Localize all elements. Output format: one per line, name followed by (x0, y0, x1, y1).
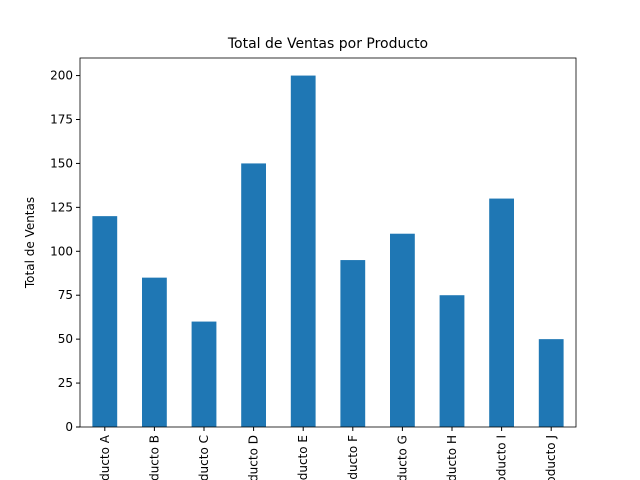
y-tick-label: 0 (65, 420, 73, 434)
y-tick-label: 75 (58, 288, 73, 302)
bar (290, 75, 316, 428)
x-tick-label: Producto J (544, 435, 558, 480)
y-axis-label: Total de Ventas (23, 197, 37, 289)
x-tick-label: Producto D (247, 435, 261, 480)
bar (390, 233, 415, 427)
y-tick-label: 25 (58, 376, 73, 390)
x-tick-label: Producto A (98, 434, 112, 480)
y-tick-label: 100 (50, 244, 73, 258)
bar (489, 198, 514, 427)
bar (538, 339, 564, 427)
y-tick-label: 125 (50, 200, 73, 214)
plot-frame (79, 57, 577, 428)
chart-title: Total de Ventas por Producto (227, 36, 428, 52)
y-tick-label: 50 (58, 332, 73, 346)
y-tick-label: 200 (50, 69, 73, 83)
bar (241, 163, 266, 427)
bar (439, 295, 465, 427)
bar (142, 277, 167, 427)
y-tick-label: 150 (50, 156, 73, 170)
x-tick-label: Producto F (346, 435, 360, 480)
bar (340, 260, 366, 427)
x-tick-label: Producto E (296, 435, 310, 480)
x-tick-label: Producto H (445, 435, 459, 480)
bar (92, 216, 118, 427)
x-tick-label: Producto B (147, 435, 161, 480)
x-tick-label: Producto I (495, 435, 509, 480)
y-tick-label: 175 (50, 113, 73, 127)
bar (191, 321, 217, 427)
x-tick-label: Producto G (395, 435, 409, 480)
x-tick-label: Producto C (197, 435, 211, 480)
